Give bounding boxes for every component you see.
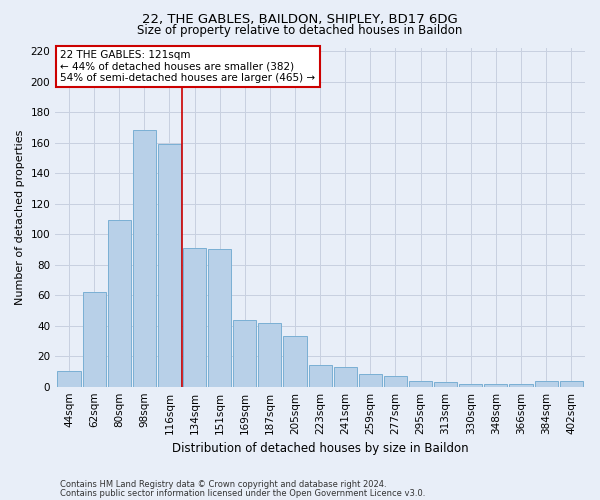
Bar [509, 384, 533, 386]
Bar [133, 130, 156, 386]
Text: 22 THE GABLES: 121sqm
← 44% of detached houses are smaller (382)
54% of semi-det: 22 THE GABLES: 121sqm ← 44% of detached … [61, 50, 316, 83]
Text: Contains public sector information licensed under the Open Government Licence v3: Contains public sector information licen… [60, 488, 425, 498]
Bar [208, 250, 231, 386]
Bar [384, 376, 407, 386]
Text: 22, THE GABLES, BAILDON, SHIPLEY, BD17 6DG: 22, THE GABLES, BAILDON, SHIPLEY, BD17 6… [142, 12, 458, 26]
Bar [409, 380, 432, 386]
Bar [334, 367, 357, 386]
Bar [283, 336, 307, 386]
Bar [183, 248, 206, 386]
Bar [484, 384, 508, 386]
Bar [107, 220, 131, 386]
Bar [158, 144, 181, 386]
Bar [434, 382, 457, 386]
X-axis label: Distribution of detached houses by size in Baildon: Distribution of detached houses by size … [172, 442, 469, 455]
Bar [308, 366, 332, 386]
Bar [359, 374, 382, 386]
Text: Size of property relative to detached houses in Baildon: Size of property relative to detached ho… [137, 24, 463, 37]
Bar [535, 380, 557, 386]
Text: Contains HM Land Registry data © Crown copyright and database right 2024.: Contains HM Land Registry data © Crown c… [60, 480, 386, 489]
Bar [459, 384, 482, 386]
Bar [259, 322, 281, 386]
Y-axis label: Number of detached properties: Number of detached properties [15, 130, 25, 305]
Bar [58, 372, 80, 386]
Bar [83, 292, 106, 386]
Bar [560, 380, 583, 386]
Bar [233, 320, 256, 386]
